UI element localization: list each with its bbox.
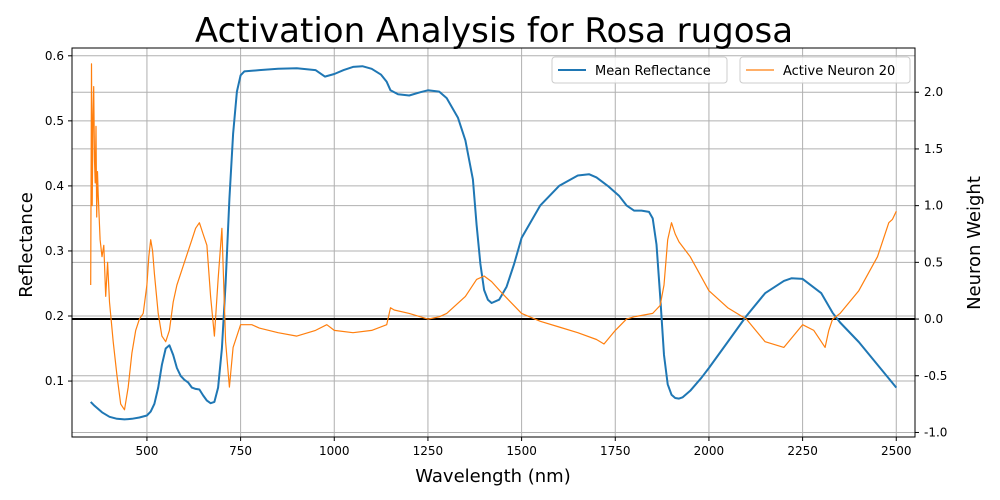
x-tick-label: 2000 xyxy=(694,444,725,458)
y-right-tick-label: 2.0 xyxy=(924,85,943,99)
x-tick-label: 1500 xyxy=(506,444,537,458)
y-left-tick-label: 0.2 xyxy=(45,309,64,323)
x-tick-label: 500 xyxy=(135,444,158,458)
x-axis-title: Wavelength (nm) xyxy=(415,466,571,487)
x-tick-label: 2250 xyxy=(787,444,818,458)
legend-box xyxy=(739,56,911,84)
x-tick-label: 2500 xyxy=(881,444,912,458)
series-line-mean-reflectance xyxy=(89,65,898,421)
y-left-tick-label: 0.4 xyxy=(45,179,64,193)
series-line-active-neuron xyxy=(90,63,897,411)
y-left-tick-label: 0.1 xyxy=(45,374,64,388)
y-axis-left-title: Reflectance xyxy=(16,192,37,298)
y-right-tick-label: 0.0 xyxy=(924,312,943,326)
y-left-tick-label: 0.3 xyxy=(45,244,64,258)
x-tick-label: 1750 xyxy=(600,444,631,458)
y-axis-right-title: Neuron Weight xyxy=(964,176,985,310)
grid xyxy=(72,48,915,437)
y-right-tick-label: 0.5 xyxy=(924,255,943,269)
y-left-tick-label: 0.5 xyxy=(45,114,64,128)
chart-title: Activation Analysis for Rosa rugosa xyxy=(195,11,793,51)
legend-entry-mean-reflectance: Mean Reflectance xyxy=(551,56,728,84)
legend-box xyxy=(551,56,728,84)
x-tick-label: 1250 xyxy=(413,444,444,458)
y-right-tick-label: -1.0 xyxy=(924,425,947,439)
x-tick-label: 1000 xyxy=(319,444,350,458)
plot-frame xyxy=(71,47,916,438)
legend: Mean Reflectance Active Neuron 20 xyxy=(551,56,911,84)
legend-label: Active Neuron 20 xyxy=(783,64,895,79)
x-tick-label: 750 xyxy=(229,444,252,458)
ticks-layer: 500 750 1000 1250 1500 1750 2000 2250 2500 0.1 0.2… xyxy=(45,49,948,458)
y-right-tick-label: 1.0 xyxy=(924,199,943,213)
y-right-tick-label: 1.5 xyxy=(924,142,943,156)
y-right-tick-label: -0.5 xyxy=(924,369,947,383)
legend-entry-active-neuron: Active Neuron 20 xyxy=(739,56,911,84)
series-layer xyxy=(89,63,898,421)
y-left-tick-label: 0.6 xyxy=(45,49,64,63)
legend-label: Mean Reflectance xyxy=(595,64,711,79)
